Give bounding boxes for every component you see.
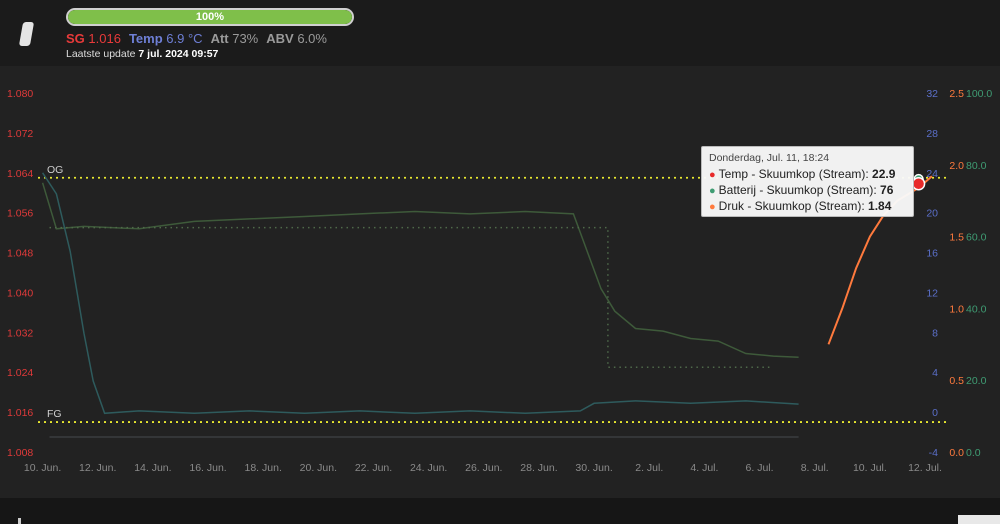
tooltip-row-value: 76 xyxy=(880,183,894,197)
battery-tick-label: 0.0 xyxy=(966,447,981,459)
x-tick-label: 12. Jul. xyxy=(908,462,942,474)
temp-tick-label: 24 xyxy=(926,168,938,180)
battery-tick-label: 40.0 xyxy=(966,303,987,315)
sg-tick-label: 1.032 xyxy=(7,327,33,339)
stat-att: Att 73% xyxy=(211,31,259,46)
stat-temp-label: Temp xyxy=(128,31,163,46)
x-tick-label: 18. Jun. xyxy=(245,462,282,474)
x-tick-label: 30. Jun. xyxy=(575,462,612,474)
progress-label: 100% xyxy=(195,11,225,23)
tooltip-rows: ● Temp - Skuumkop (Stream): 22.9 ● Batterij… xyxy=(709,167,906,215)
battery-tick-label: 20.0 xyxy=(966,375,987,387)
stat-sg-value: 1.016 xyxy=(84,31,121,46)
tooltip-row-label: Druk - Skuumkop (Stream): xyxy=(718,199,869,213)
footer-bar xyxy=(0,498,1000,524)
last-update-value: 7 jul. 2024 09:57 xyxy=(138,48,219,60)
sg-tick-label: 1.072 xyxy=(7,128,33,140)
sg-tick-label: 1.016 xyxy=(7,407,33,419)
temp-tick-label: 12 xyxy=(926,287,938,299)
stats-line: SG 1.016 Temp 6.9 °C Att 73% ABV 6.0% xyxy=(66,31,335,46)
x-tick-label: 4. Jul. xyxy=(690,462,718,474)
temp-hover-marker xyxy=(911,176,926,191)
x-tick-label: 26. Jun. xyxy=(465,462,502,474)
temp-tick-label: 20 xyxy=(926,208,938,220)
temp-tick-label: 16 xyxy=(926,248,938,260)
sg-tick-label: 1.080 xyxy=(7,88,33,100)
hydrometer-icon xyxy=(18,22,35,46)
x-tick-label: 8. Jul. xyxy=(801,462,829,474)
stat-temp-value: 6.9 °C xyxy=(162,31,203,46)
reference-label-og: OG xyxy=(47,164,63,176)
footer-handle xyxy=(18,518,21,524)
reference-label-fg: FG xyxy=(47,408,62,420)
series-line-temp xyxy=(41,172,799,415)
tooltip-title: Donderdag, Jul. 11, 18:24 xyxy=(709,152,830,164)
x-tick-label: 14. Jun. xyxy=(134,462,171,474)
sg-tick-label: 1.024 xyxy=(7,367,33,379)
pressure-tick-label: 2.0 xyxy=(949,160,964,172)
sg-tick-label: 1.040 xyxy=(7,287,33,299)
fermentation-progress-bar: 100% xyxy=(66,8,354,26)
stat-abv-label: ABV xyxy=(266,31,294,46)
stat-sg-label: SG xyxy=(66,31,85,46)
temp-tick-label: -4 xyxy=(929,447,938,459)
x-tick-label: 22. Jun. xyxy=(355,462,392,474)
pressure-tick-label: 1.0 xyxy=(949,303,964,315)
footer-button[interactable] xyxy=(958,515,1000,524)
tooltip-row: ● Druk - Skuumkop (Stream): 1.84 xyxy=(709,199,906,215)
pressure-tick-label: 0.0 xyxy=(949,447,964,459)
battery-tick-label: 60.0 xyxy=(966,232,987,244)
stat-att-value: 73% xyxy=(228,31,259,46)
series-dot-icon: ● xyxy=(709,185,716,197)
temp-tick-label: 4 xyxy=(932,367,938,379)
chart-tooltip: Donderdag, Jul. 11, 18:24 ● Temp - Skuumk… xyxy=(701,146,914,217)
series-line-sg-target xyxy=(49,226,774,368)
temp-tick-label: 8 xyxy=(932,327,938,339)
stat-temp: Temp 6.9 °C xyxy=(129,31,203,46)
x-tick-label: 20. Jun. xyxy=(300,462,337,474)
stat-att-label: Att xyxy=(210,31,229,46)
x-tick-label: 28. Jun. xyxy=(520,462,557,474)
tooltip-row-value: 22.9 xyxy=(872,167,896,181)
last-update: Laatste update 7 jul. 2024 09:57 xyxy=(66,48,218,60)
x-tick-label: 16. Jun. xyxy=(189,462,226,474)
series-line-druk-skuumkop-stream- xyxy=(827,175,933,345)
battery-tick-label: 80.0 xyxy=(966,160,987,172)
stat-sg: SG 1.016 xyxy=(66,31,121,46)
tooltip-row-label: Temp - Skuumkop (Stream): xyxy=(718,167,873,181)
x-tick-label: 2. Jul. xyxy=(635,462,663,474)
stat-abv: ABV 6.0% xyxy=(266,31,327,46)
sg-tick-label: 1.008 xyxy=(7,447,33,459)
x-tick-label: 10. Jun. xyxy=(24,462,61,474)
series-dot-icon: ● xyxy=(709,169,716,181)
pressure-tick-label: 1.5 xyxy=(949,232,964,244)
progress-fill xyxy=(68,10,352,24)
series-dot-icon: ● xyxy=(709,201,716,213)
plot-background xyxy=(0,66,1000,498)
sg-tick-label: 1.048 xyxy=(7,248,33,260)
x-tick-label: 12. Jun. xyxy=(79,462,116,474)
sg-tick-label: 1.064 xyxy=(7,168,33,180)
tooltip-row: ● Temp - Skuumkop (Stream): 22.9 xyxy=(709,167,906,183)
battery-tick-label: 100.0 xyxy=(966,88,992,100)
tooltip-row-label: Batterij - Skuumkop (Stream): xyxy=(718,183,881,197)
fermentation-chart[interactable]: 1.0081.0161.0241.0321.0401.0481.0561.064… xyxy=(0,66,1000,498)
pressure-tick-label: 2.5 xyxy=(949,88,964,100)
x-tick-label: 24. Jun. xyxy=(410,462,447,474)
last-update-label: Laatste update xyxy=(66,48,136,60)
header-bar: 100% SG 1.016 Temp 6.9 °C Att 73% ABV 6.0% … xyxy=(0,0,1000,66)
temp-tick-label: 28 xyxy=(926,128,938,140)
tooltip-row: ● Batterij - Skuumkop (Stream): 76 xyxy=(709,183,906,199)
pressure-tick-label: 0.5 xyxy=(949,375,964,387)
x-tick-label: 6. Jul. xyxy=(746,462,774,474)
temp-tick-label: 32 xyxy=(926,88,938,100)
stat-abv-value: 6.0% xyxy=(293,31,327,46)
tooltip-row-value: 1.84 xyxy=(868,199,892,213)
temp-tick-label: 0 xyxy=(932,407,938,419)
x-tick-label: 10. Jul. xyxy=(853,462,887,474)
series-line-sg xyxy=(41,182,799,359)
sg-tick-label: 1.056 xyxy=(7,208,33,220)
